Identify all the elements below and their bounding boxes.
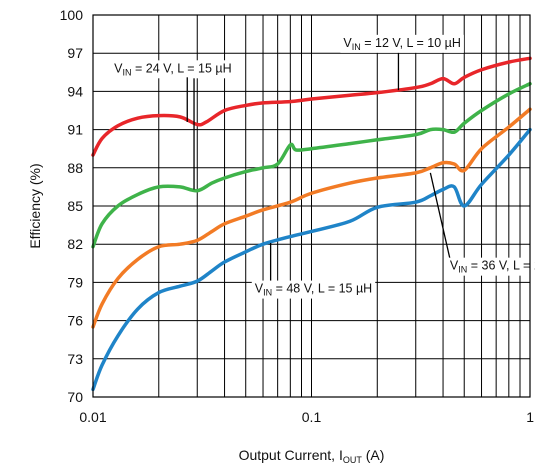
label-text: = 24 V, L = 15 µH xyxy=(132,61,232,75)
x-tick-label: 1 xyxy=(526,409,534,425)
x-tick-label: 0.1 xyxy=(302,409,322,425)
label-text: = 48 V, L = 15 µH xyxy=(272,282,372,296)
label-subscript: IN xyxy=(352,42,361,52)
x-axis-title: Output Current, IOUT (A) xyxy=(239,447,385,465)
plot-border xyxy=(92,14,531,398)
y-tick-label: 70 xyxy=(67,389,83,405)
series-label-vin24: VIN = 24 V, L = 15 µH xyxy=(114,61,231,77)
label-text: = 12 V, L = 10 µH xyxy=(361,36,461,50)
y-tick-label: 82 xyxy=(67,236,83,252)
label-v: V xyxy=(255,282,264,296)
y-tick-label: 88 xyxy=(67,160,83,176)
label-subscript: IN xyxy=(263,288,272,298)
y-tick-label: 85 xyxy=(67,198,83,214)
y-tick-label: 76 xyxy=(67,313,83,329)
series-label-vin36: VIN = 36 V, L = 15 µH xyxy=(450,259,535,275)
x-axis-title-subscript: OUT xyxy=(343,455,363,465)
series-line-vin36 xyxy=(91,107,532,329)
series-lines xyxy=(91,56,532,392)
series-line-vin12 xyxy=(91,56,532,157)
label-background xyxy=(251,280,376,299)
x-axis-title-unit: (A) xyxy=(362,447,385,463)
y-tick-label: 79 xyxy=(67,274,83,290)
label-subscript: IN xyxy=(458,265,467,275)
label-v: V xyxy=(450,259,459,273)
y-tick-label: 100 xyxy=(60,7,84,23)
axes: 70 73 76 79 82 85 88 91 94 97 100 0.01 0.1 1 Efficienc… xyxy=(27,7,534,465)
series-line-vin48 xyxy=(91,127,532,392)
x-tick-label: 0.01 xyxy=(79,409,106,425)
y-tick-label: 91 xyxy=(67,122,83,138)
series-label-vin48: VIN = 48 V, L = 15 µH xyxy=(255,282,372,298)
y-axis-title: Efficiency (%) xyxy=(27,163,43,248)
label-v: V xyxy=(343,36,352,50)
label-background xyxy=(340,34,464,53)
y-tick-label: 73 xyxy=(67,351,83,367)
leader-line-vin36 xyxy=(429,172,451,259)
y-tick-label: 94 xyxy=(67,83,83,99)
x-axis-title-main: Output Current, I xyxy=(239,447,343,463)
label-subscript: IN xyxy=(123,67,132,77)
series-line-vin24 xyxy=(91,82,532,249)
label-background xyxy=(111,60,235,79)
label-background xyxy=(446,257,535,276)
label-v: V xyxy=(114,61,123,75)
series-label-vin12: VIN = 12 V, L = 10 µH xyxy=(343,36,460,52)
y-tick-label: 97 xyxy=(67,45,83,61)
label-text: = 36 V, L = 15 µH xyxy=(467,259,535,273)
